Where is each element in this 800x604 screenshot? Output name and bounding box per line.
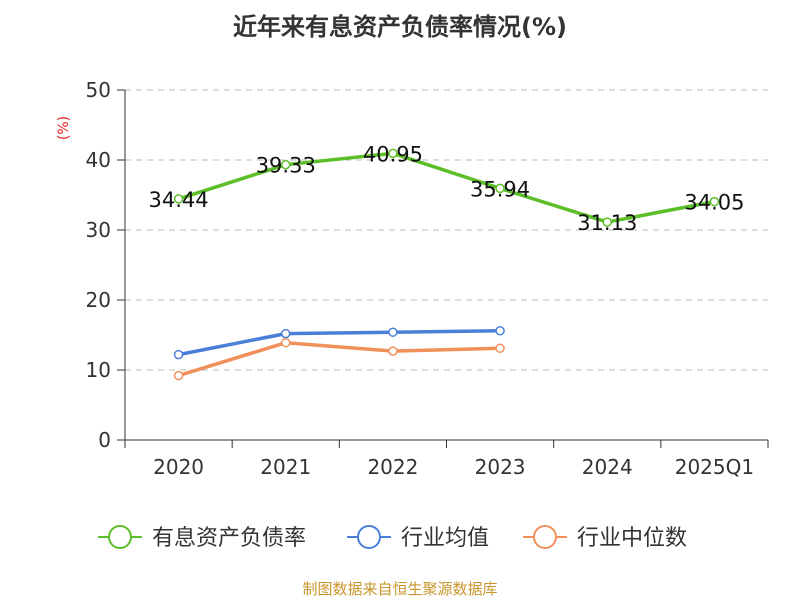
series-line	[176, 340, 502, 378]
data-label: 34.05	[684, 191, 744, 215]
series-1	[173, 326, 505, 360]
data-point	[495, 343, 505, 354]
legend-marker	[357, 525, 381, 549]
axes: 0 10 20 30 40 50 2020 2021 2022 2023 2024 2025Q1	[86, 78, 769, 479]
source-note: 制图数据来自恒生聚源数据库	[302, 580, 497, 598]
y-tick-label: 0	[98, 428, 111, 452]
series-line	[176, 329, 502, 357]
x-tick-label: 2024	[582, 455, 633, 479]
series-group	[173, 148, 720, 381]
data-point	[602, 217, 612, 227]
y-tick-label: 30	[86, 218, 111, 242]
legend-item-1: 行业均值	[347, 525, 489, 551]
x-tick-label: 2023	[475, 455, 526, 479]
y-tick-label: 40	[86, 148, 111, 172]
x-tick-label: 2021	[260, 455, 311, 479]
data-point	[388, 327, 398, 337]
data-point	[388, 148, 398, 159]
legend-marker	[108, 525, 132, 549]
legend-item-2: 行业中位数	[523, 525, 687, 551]
data-label: 35.94	[470, 177, 530, 201]
data-labels: 34.44 39.33 40.95 35.94 31.13 34.05	[149, 142, 745, 235]
data-point	[709, 196, 720, 207]
x-tick-label: 2020	[153, 455, 204, 479]
chart-title: 近年来有息资产负债率情况(%)	[233, 13, 567, 41]
data-point	[173, 370, 184, 381]
data-label: 40.95	[363, 142, 423, 166]
data-point	[495, 183, 505, 194]
series-0	[173, 148, 720, 227]
y-axis-label: (%)	[56, 116, 72, 140]
series-line	[176, 151, 717, 224]
legend-label: 行业中位数	[577, 526, 687, 551]
data-point	[173, 349, 184, 360]
data-label: 34.44	[149, 188, 209, 212]
data-point	[281, 337, 291, 348]
legend-item-0: 有息资产负债率	[98, 525, 306, 551]
gridlines	[125, 89, 768, 371]
data-point	[281, 328, 291, 339]
series-2	[173, 337, 505, 381]
y-tick-label: 20	[86, 288, 111, 312]
data-label: 31.13	[577, 211, 637, 235]
legend: 有息资产负债率 行业均值 行业中位数	[98, 525, 687, 551]
data-point	[173, 194, 184, 204]
data-point	[388, 346, 398, 356]
data-label: 39.33	[256, 154, 316, 178]
legend-label: 行业均值	[401, 526, 489, 551]
data-point	[495, 326, 505, 336]
legend-label: 有息资产负债率	[152, 526, 306, 551]
y-tick-label: 10	[86, 358, 111, 382]
data-point	[281, 159, 291, 170]
legend-marker	[533, 525, 557, 549]
x-tick-label: 2022	[367, 455, 418, 479]
x-tick-label: 2025Q1	[675, 455, 754, 479]
y-tick-label: 50	[86, 78, 111, 102]
